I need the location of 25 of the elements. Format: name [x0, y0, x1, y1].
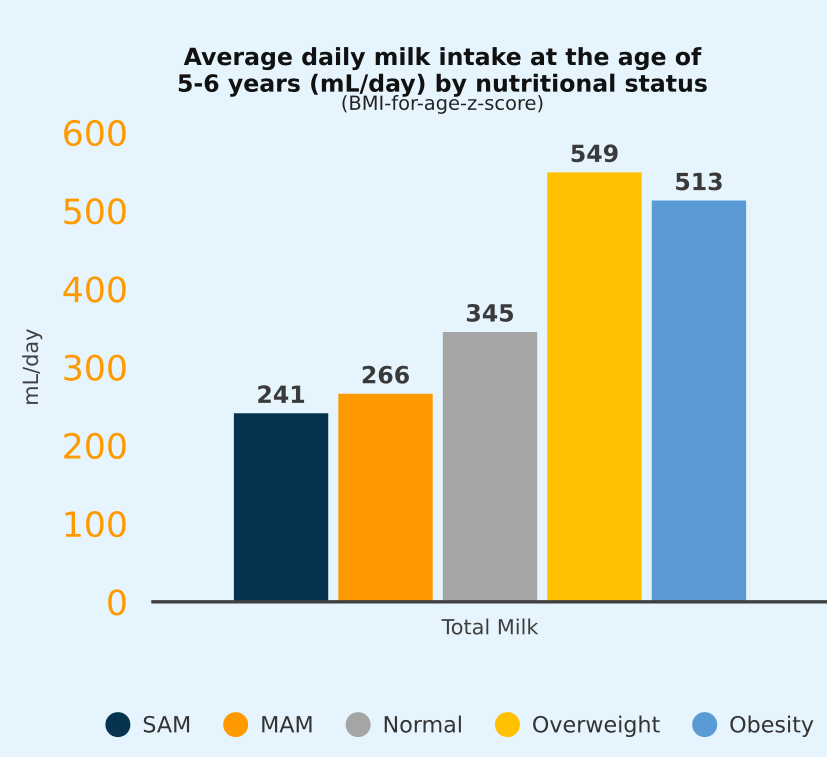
y-tick-label: 500	[64, 198, 126, 224]
y-tick-label: 200	[64, 432, 126, 460]
data-label: 266	[362, 366, 409, 384]
legend-label: SAM	[144, 716, 190, 733]
bar	[547, 172, 642, 602]
data-label: 549	[572, 144, 618, 162]
bar	[338, 394, 433, 602]
y-tick-label: 300	[64, 354, 126, 381]
chart-subtitle: (BMI-for-age-z-score)	[342, 95, 542, 114]
legend-label: Overweight	[533, 715, 660, 737]
x-tick-label: Total Milk	[441, 618, 538, 635]
y-axis-title: mL/day	[22, 329, 42, 404]
data-label: 241	[258, 385, 304, 403]
y-tick-label: 100	[66, 511, 126, 538]
legend-label: Normal	[384, 715, 461, 733]
y-tick-label: 400	[63, 276, 126, 303]
data-label: 345	[466, 304, 513, 322]
bar	[442, 332, 538, 602]
y-tick-label: 600	[64, 120, 126, 146]
bar	[652, 200, 746, 602]
y-tick-label: 0	[108, 589, 126, 616]
legend-label: MAM	[262, 716, 312, 732]
bar	[234, 413, 328, 602]
data-label: 513	[676, 172, 722, 190]
legend-label: Obesity	[730, 715, 814, 737]
